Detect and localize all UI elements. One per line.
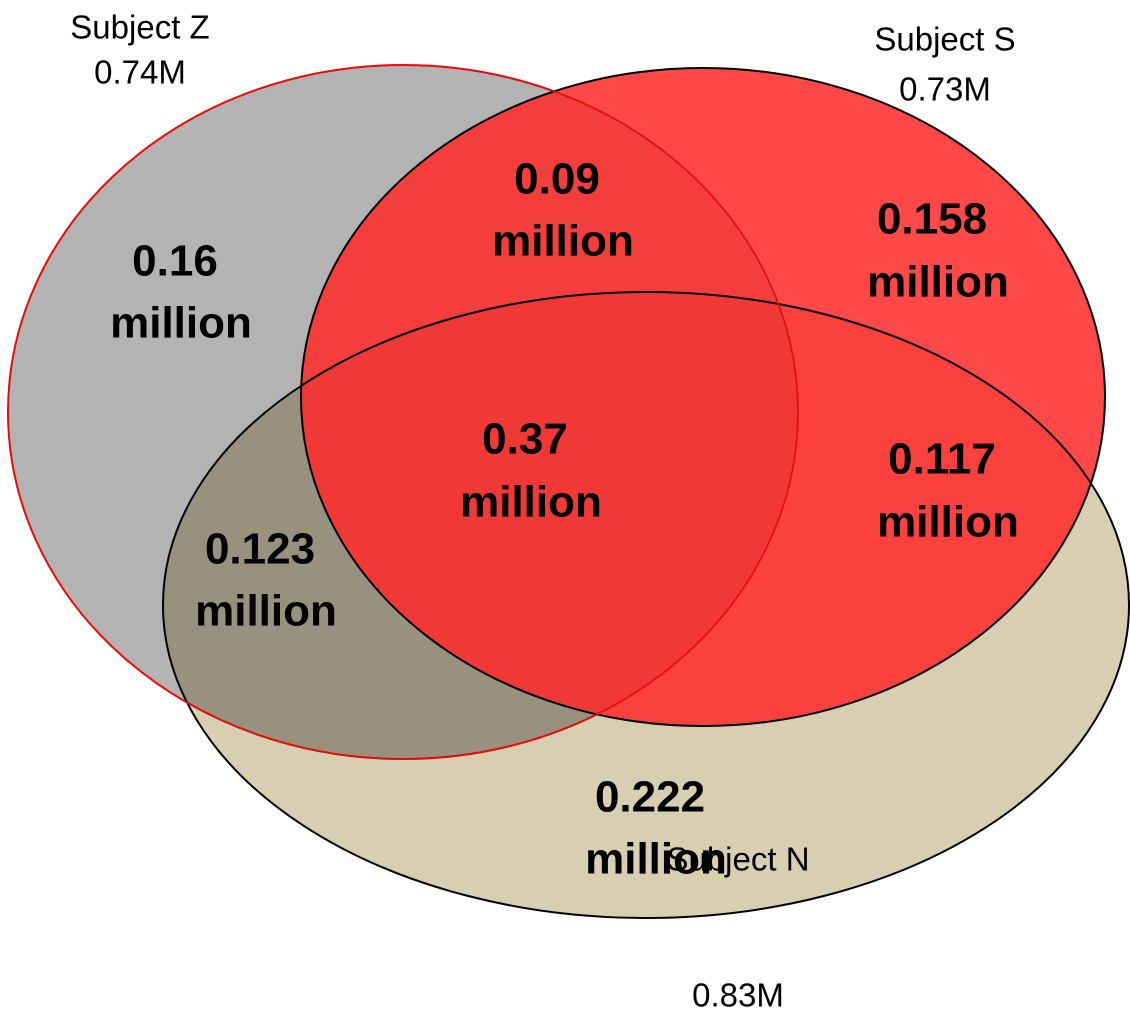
region-value: 0.37	[482, 415, 568, 464]
set-total: 0.74M	[94, 54, 186, 91]
region-value: 0.117	[888, 435, 996, 484]
region-unit: million	[110, 299, 252, 348]
region-value: 0.09	[514, 155, 600, 204]
region-unit: million	[585, 835, 727, 884]
set-total: 0.73M	[899, 71, 991, 108]
region-unit: million	[195, 587, 337, 636]
set-s-circle	[300, 67, 1106, 727]
region-value: 0.158	[877, 195, 987, 244]
set-name: Subject S	[874, 21, 1015, 58]
set-name: Subject Z	[70, 9, 209, 46]
region-value: 0.16	[132, 237, 218, 286]
set-name: Subject N	[666, 841, 809, 878]
region-unit: million	[877, 498, 1019, 547]
region-unit: million	[867, 258, 1009, 307]
set-n-outline	[162, 291, 1130, 919]
region-value: 0.222	[595, 773, 705, 822]
set-total: 0.83M	[692, 977, 784, 1014]
region-unit: million	[460, 478, 602, 527]
region-unit: million	[492, 217, 634, 266]
set-z-outline	[7, 64, 799, 760]
region-value: 0.123	[205, 525, 315, 574]
